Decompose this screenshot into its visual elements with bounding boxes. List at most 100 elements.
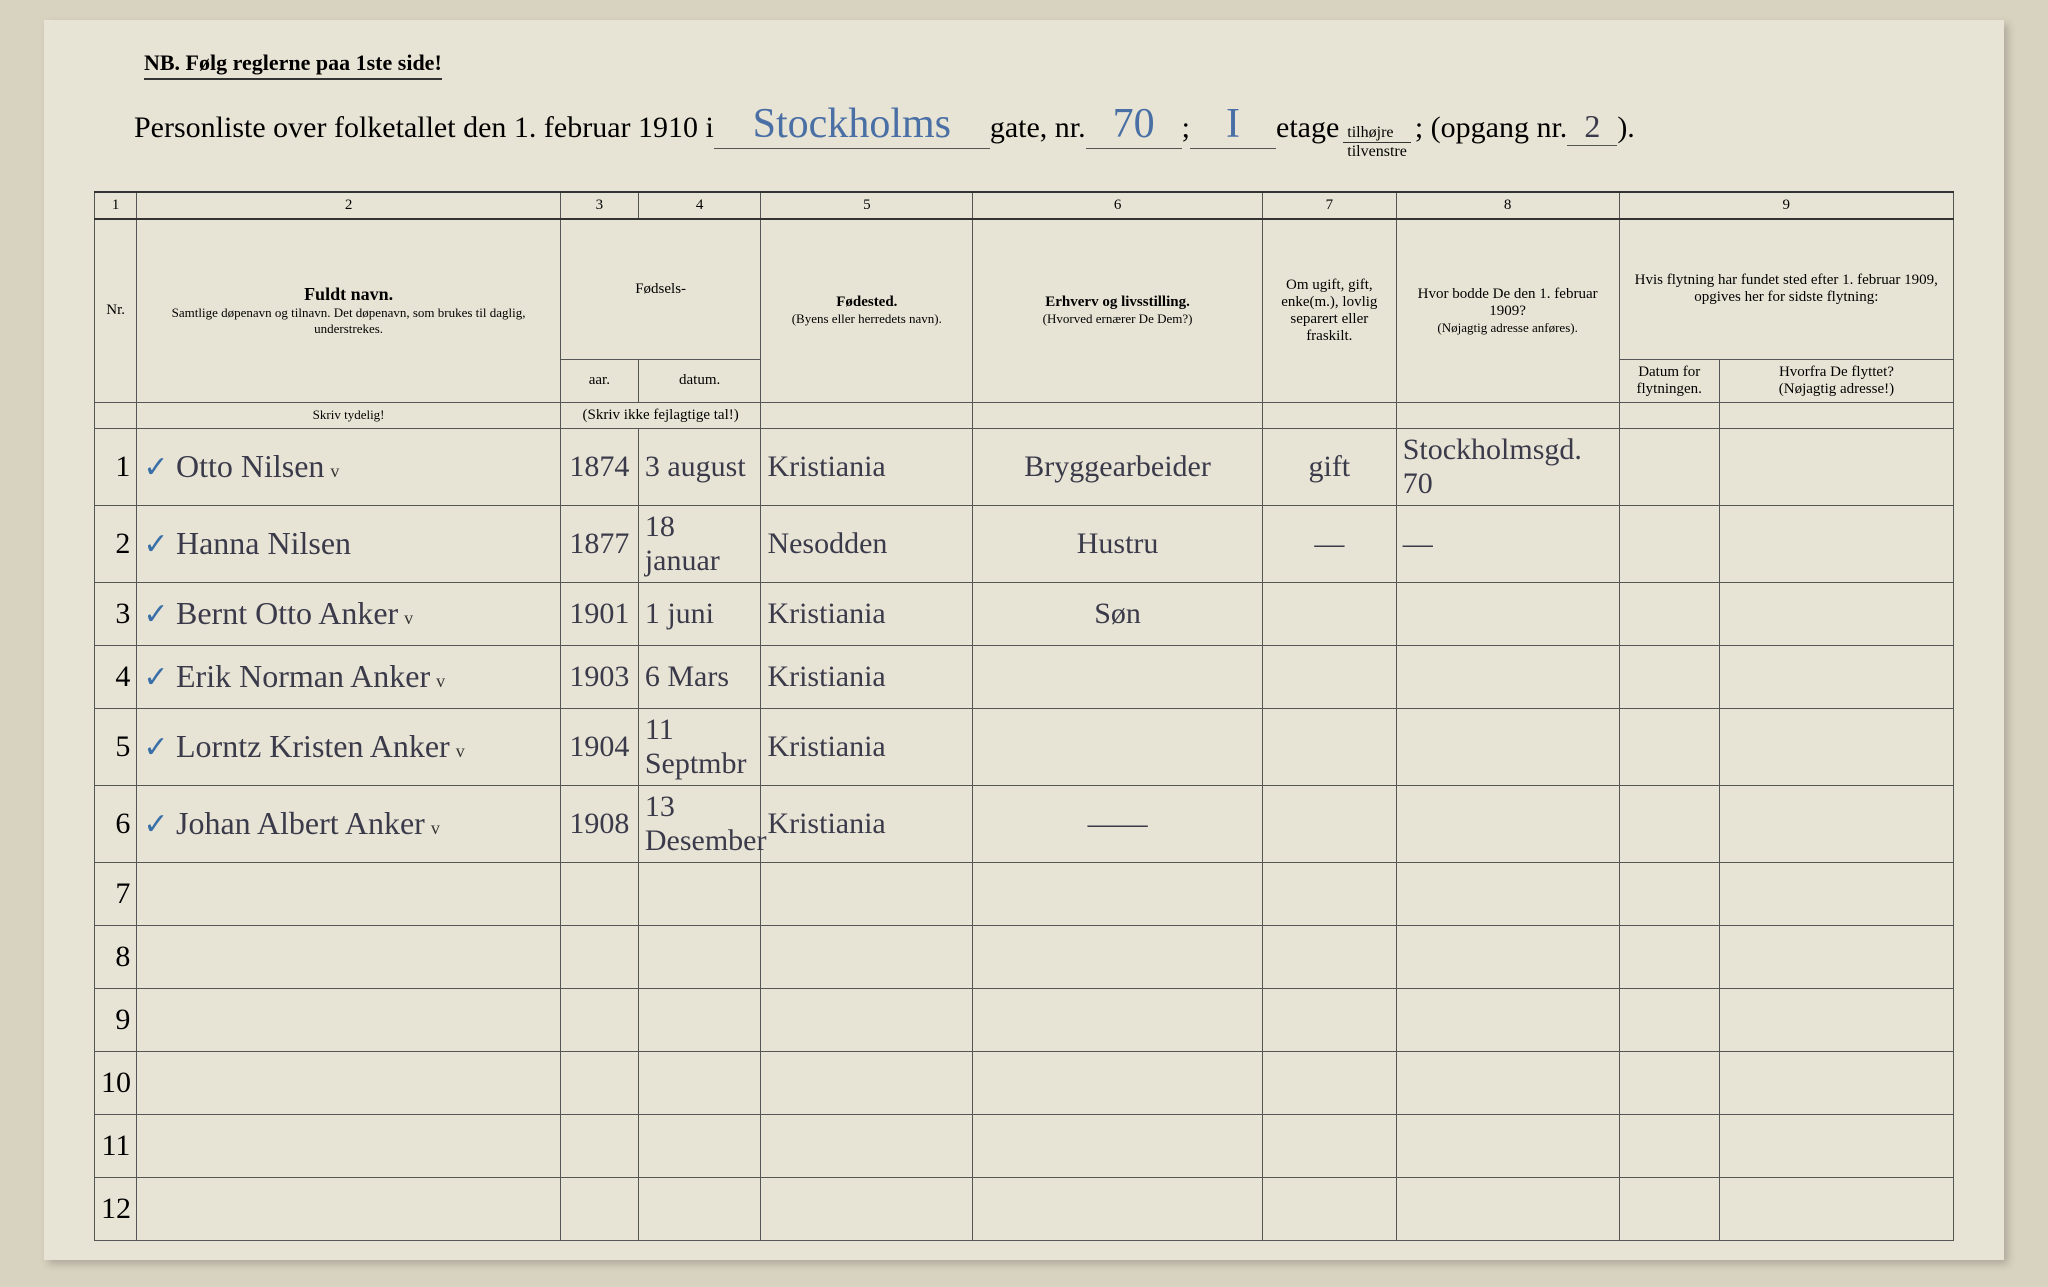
row-number: 5 bbox=[95, 708, 137, 785]
cell-aar: 1874 bbox=[560, 428, 638, 505]
table-row: 7 bbox=[95, 862, 1954, 925]
cell-erhverv: Søn bbox=[973, 582, 1263, 645]
cell-flyt-datum bbox=[1619, 785, 1719, 862]
hdr-fodested: Fødested. (Byens eller herredets navn). bbox=[761, 219, 973, 402]
cell-fodested: Kristiania bbox=[761, 582, 973, 645]
cell-datum: 1 juni bbox=[638, 582, 761, 645]
cell-erhverv bbox=[973, 708, 1263, 785]
opgang-nr: 2 bbox=[1567, 108, 1617, 146]
cell-aar: 1877 bbox=[560, 505, 638, 582]
row-number: 1 bbox=[95, 428, 137, 505]
street-name: Stockholms bbox=[714, 100, 990, 149]
table-row: 10 bbox=[95, 1051, 1954, 1114]
cell-ugift bbox=[1262, 708, 1396, 785]
cell-bodde: Stockholmsgd. 70 bbox=[1396, 428, 1619, 505]
semicolon: ; bbox=[1182, 111, 1190, 145]
table-row: 6✓ Johan Albert Ankerv190813 DesemberKri… bbox=[95, 785, 1954, 862]
cell-hvorfra bbox=[1719, 428, 1953, 505]
cell-bodde bbox=[1396, 785, 1619, 862]
cell-ugift bbox=[1262, 582, 1396, 645]
table-row: 2✓ Hanna Nilsen187718 januarNesoddenHust… bbox=[95, 505, 1954, 582]
title-line: Personliste over folketallet den 1. febr… bbox=[134, 100, 1954, 161]
cell-datum: 18 januar bbox=[638, 505, 761, 582]
cell-aar: 1904 bbox=[560, 708, 638, 785]
hdr-hvorfra: Hvorfra De flyttet? (Nøjagtig adresse!) bbox=[1719, 359, 1953, 402]
cell-flyt-datum bbox=[1619, 428, 1719, 505]
title-prefix: Personliste over folketallet den 1. febr… bbox=[134, 111, 714, 145]
cell-ugift bbox=[1262, 645, 1396, 708]
header-row-1: Nr. Fuldt navn. Samtlige døpenavn og til… bbox=[95, 219, 1954, 359]
cell-fodested: Kristiania bbox=[761, 708, 973, 785]
census-form-page: NB. Følg reglerne paa 1ste side! Personl… bbox=[44, 20, 2004, 1260]
row-number: 10 bbox=[95, 1051, 137, 1114]
cell-name: ✓ Erik Norman Ankerv bbox=[137, 645, 561, 708]
cell-aar: 1901 bbox=[560, 582, 638, 645]
cell-fodested: Kristiania bbox=[761, 785, 973, 862]
hdr-erhverv: Erhverv og livsstilling. (Hvorved ernære… bbox=[973, 219, 1263, 402]
check-icon: ✓ bbox=[143, 528, 168, 561]
cell-name: ✓ Hanna Nilsen bbox=[137, 505, 561, 582]
cell-fodested: Kristiania bbox=[761, 645, 973, 708]
cell-erhverv: Bryggearbeider bbox=[973, 428, 1263, 505]
cell-datum: 13 Desember bbox=[638, 785, 761, 862]
hdr-bodde: Hvor bodde De den 1. februar 1909? (Nøja… bbox=[1396, 219, 1619, 402]
table-row: 3✓ Bernt Otto Ankerv19011 juniKristiania… bbox=[95, 582, 1954, 645]
cell-hvorfra bbox=[1719, 785, 1953, 862]
opgang-label: ; (opgang nr. bbox=[1415, 111, 1567, 145]
cell-datum: 3 august bbox=[638, 428, 761, 505]
cell-datum: 11 Septmbr bbox=[638, 708, 761, 785]
table-row: 5✓ Lorntz Kristen Ankerv190411 SeptmbrKr… bbox=[95, 708, 1954, 785]
table-row: 9 bbox=[95, 988, 1954, 1051]
check-icon: ✓ bbox=[143, 598, 168, 631]
cell-name: ✓ Otto Nilsenv bbox=[137, 428, 561, 505]
row-number: 6 bbox=[95, 785, 137, 862]
cell-hvorfra bbox=[1719, 708, 1953, 785]
cell-flyt-datum bbox=[1619, 708, 1719, 785]
hdr-nr: Nr. bbox=[95, 219, 137, 402]
table-row: 4✓ Erik Norman Ankerv19036 MarsKristiani… bbox=[95, 645, 1954, 708]
census-table: 1 2 3 4 5 6 7 8 9 Nr. Fuldt navn. Samtli… bbox=[94, 191, 1954, 1241]
table-row: 12 bbox=[95, 1177, 1954, 1240]
cell-bodde bbox=[1396, 708, 1619, 785]
row-number: 11 bbox=[95, 1114, 137, 1177]
header-row-3: Skriv tydelig! (Skriv ikke fejlagtige ta… bbox=[95, 402, 1954, 428]
check-icon: ✓ bbox=[143, 451, 168, 484]
hdr-fodsels: Fødsels- bbox=[560, 219, 761, 359]
row-number: 12 bbox=[95, 1177, 137, 1240]
nb-header: NB. Følg reglerne paa 1ste side! bbox=[144, 50, 442, 80]
hdr-datum-flyt: Datum for flytningen. bbox=[1619, 359, 1719, 402]
cell-datum: 6 Mars bbox=[638, 645, 761, 708]
cell-flyt-datum bbox=[1619, 505, 1719, 582]
hdr-ugift: Om ugift, gift, enke(m.), lovlig separer… bbox=[1262, 219, 1396, 402]
hdr-flytning: Hvis flytning har fundet sted efter 1. f… bbox=[1619, 219, 1953, 359]
cell-ugift: — bbox=[1262, 505, 1396, 582]
close-paren: ). bbox=[1617, 111, 1635, 145]
cell-flyt-datum bbox=[1619, 582, 1719, 645]
tilhojre-tilvenstre: tilhøjre tilvenstre bbox=[1343, 124, 1411, 161]
cell-fodested: Nesodden bbox=[761, 505, 973, 582]
cell-aar: 1903 bbox=[560, 645, 638, 708]
check-icon: ✓ bbox=[143, 808, 168, 841]
street-nr: 70 bbox=[1086, 100, 1182, 149]
cell-bodde bbox=[1396, 645, 1619, 708]
cell-bodde bbox=[1396, 582, 1619, 645]
cell-name: ✓ Johan Albert Ankerv bbox=[137, 785, 561, 862]
table-body: 1✓ Otto Nilsenv18743 augustKristianiaBry… bbox=[95, 428, 1954, 1240]
cell-flyt-datum bbox=[1619, 645, 1719, 708]
gate-label: gate, nr. bbox=[990, 111, 1086, 145]
check-icon: ✓ bbox=[143, 731, 168, 764]
cell-name: ✓ Lorntz Kristen Ankerv bbox=[137, 708, 561, 785]
row-number: 9 bbox=[95, 988, 137, 1051]
cell-fodested: Kristiania bbox=[761, 428, 973, 505]
cell-erhverv bbox=[973, 645, 1263, 708]
table-row: 1✓ Otto Nilsenv18743 augustKristianiaBry… bbox=[95, 428, 1954, 505]
cell-erhverv: —— bbox=[973, 785, 1263, 862]
hdr-name: Fuldt navn. Samtlige døpenavn og tilnavn… bbox=[137, 219, 561, 402]
row-number: 7 bbox=[95, 862, 137, 925]
cell-hvorfra bbox=[1719, 505, 1953, 582]
cell-ugift: gift bbox=[1262, 428, 1396, 505]
table-row: 8 bbox=[95, 925, 1954, 988]
row-number: 4 bbox=[95, 645, 137, 708]
hdr-datum: datum. bbox=[638, 359, 761, 402]
row-number: 3 bbox=[95, 582, 137, 645]
